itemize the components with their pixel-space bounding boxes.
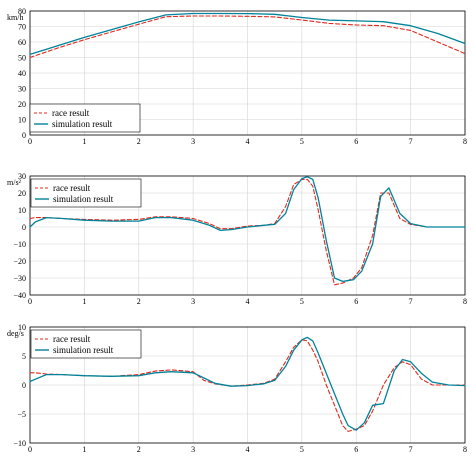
acceleration-legend-race-label: race result bbox=[53, 183, 91, 193]
speed-legend-race-label: race result bbox=[52, 108, 90, 118]
speed-x-tick-label: 4 bbox=[246, 137, 250, 146]
speed-x-tick-label: 3 bbox=[191, 137, 195, 146]
acceleration-unit-label: m/s² bbox=[7, 178, 22, 187]
yaw-rate-x-tick-label: 3 bbox=[191, 445, 195, 454]
yaw-rate-x-tick-label: 8 bbox=[463, 445, 467, 454]
speed-legend-box bbox=[29, 103, 141, 133]
acceleration-x-tick-label: 3 bbox=[191, 297, 195, 306]
yaw-rate-legend-simulation-label: simulation result bbox=[53, 345, 114, 355]
acceleration-y-tick-label: −30 bbox=[13, 274, 26, 283]
speed-simulation-line bbox=[29, 12, 466, 56]
speed-y-tick-label: 60 bbox=[18, 38, 26, 47]
acceleration-axis-frame bbox=[29, 175, 466, 296]
acceleration-x-tick-label: 0 bbox=[28, 297, 32, 306]
speed-y-tick-label: 30 bbox=[18, 85, 26, 94]
speed-y-tick-label: 80 bbox=[18, 7, 26, 16]
acceleration-y-tick-label: 20 bbox=[18, 189, 26, 198]
acceleration-x-tick-label: 2 bbox=[137, 297, 141, 306]
speed-x-tick-label: 0 bbox=[28, 137, 32, 146]
yaw-rate-simulation-line bbox=[29, 336, 466, 431]
speed-y-tick-label: 50 bbox=[18, 54, 26, 63]
acceleration-legend-simulation-label: simulation result bbox=[53, 194, 114, 204]
yaw-rate-y-tick-label: 5 bbox=[22, 352, 26, 361]
yaw-rate-x-tick-label: 5 bbox=[300, 445, 304, 454]
speed-axis-frame bbox=[29, 10, 466, 136]
speed-y-tick-label: 70 bbox=[18, 23, 26, 32]
yaw-rate-y-tick-label: 0 bbox=[22, 381, 26, 390]
yaw-rate-x-tick-label: 2 bbox=[137, 445, 141, 454]
yaw-rate-y-tick-label: −10 bbox=[13, 439, 26, 448]
yaw-rate-x-tick-label: 6 bbox=[354, 445, 358, 454]
acceleration-x-tick-label: 6 bbox=[354, 297, 358, 306]
speed-x-tick-label: 6 bbox=[354, 137, 358, 146]
speed-race-line bbox=[29, 15, 466, 59]
speed-unit-label: km/h bbox=[7, 13, 23, 22]
speed-x-tick-label: 2 bbox=[137, 137, 141, 146]
acceleration-y-tick-label: −20 bbox=[13, 257, 26, 266]
chart-panel-acceleration: 0 1 2 3 4 5 6 7 8 −40 −30 −20 −10 0 10 20 30m/s² race res… bbox=[7, 172, 467, 306]
speed-x-tick-label: 1 bbox=[82, 137, 86, 146]
yaw-rate-y-tick-label: 10 bbox=[18, 323, 26, 332]
acceleration-y-tick-label: −40 bbox=[13, 291, 26, 300]
yaw-rate-x-tick-label: 7 bbox=[409, 445, 413, 454]
acceleration-x-tick-label: 1 bbox=[82, 297, 86, 306]
yaw-rate-unit-label: deg/s bbox=[7, 329, 24, 338]
yaw-rate-legend-box bbox=[30, 329, 142, 359]
yaw-rate-y-tick-label: −5 bbox=[17, 410, 26, 419]
yaw-rate-legend-race-label: race result bbox=[53, 334, 91, 344]
speed-legend-simulation-label: simulation result bbox=[52, 119, 113, 129]
acceleration-legend-box bbox=[30, 178, 142, 208]
speed-y-tick-label: 20 bbox=[18, 100, 26, 109]
acceleration-y-tick-label: −10 bbox=[13, 240, 26, 249]
acceleration-x-tick-label: 8 bbox=[463, 297, 467, 306]
speed-x-tick-label: 5 bbox=[300, 137, 304, 146]
speed-y-tick-label: 0 bbox=[22, 131, 26, 140]
acceleration-simulation-line bbox=[29, 176, 466, 283]
acceleration-x-tick-label: 4 bbox=[246, 297, 250, 306]
speed-x-tick-label: 7 bbox=[409, 137, 413, 146]
acceleration-y-tick-label: 30 bbox=[18, 172, 26, 181]
speed-x-tick-label: 8 bbox=[463, 137, 467, 146]
acceleration-y-tick-label: 0 bbox=[22, 223, 26, 232]
speed-y-tick-label: 40 bbox=[18, 69, 26, 78]
acceleration-y-tick-label: 10 bbox=[18, 206, 26, 215]
yaw-rate-x-tick-label: 1 bbox=[82, 445, 86, 454]
speed-y-tick-label: 10 bbox=[18, 116, 26, 125]
acceleration-x-tick-label: 7 bbox=[409, 297, 413, 306]
acceleration-x-tick-label: 5 bbox=[300, 297, 304, 306]
yaw-rate-x-tick-label: 0 bbox=[28, 445, 32, 454]
yaw-rate-x-tick-label: 4 bbox=[246, 445, 250, 454]
